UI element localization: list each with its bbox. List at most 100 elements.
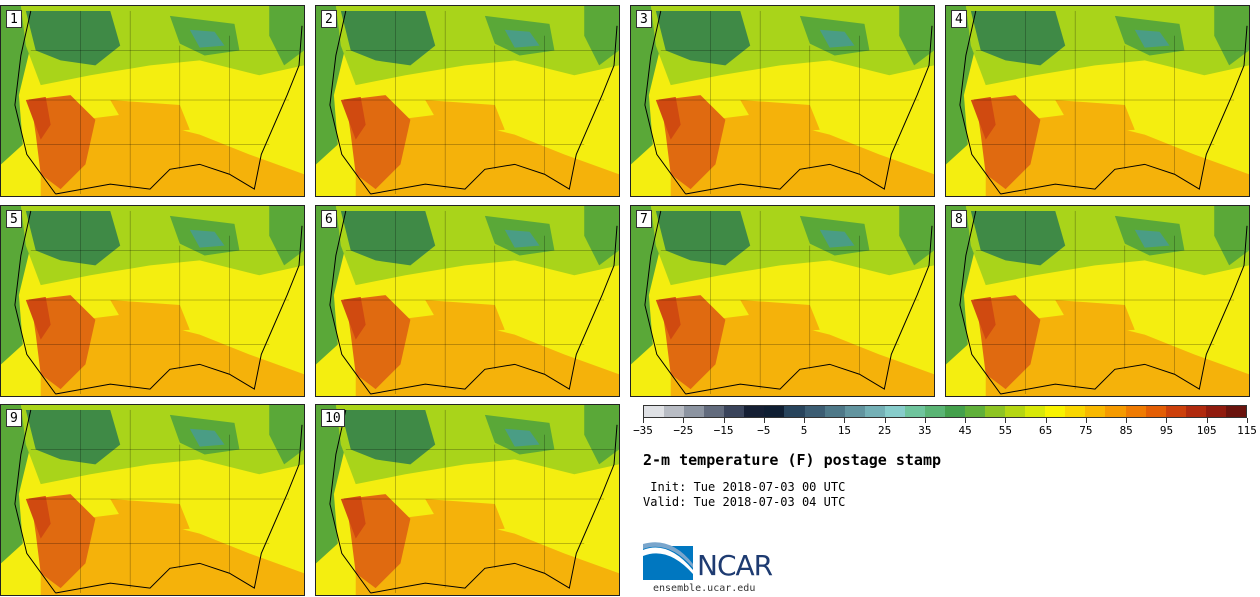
great-lakes	[504, 428, 540, 447]
colorbar-tick	[924, 418, 926, 423]
colorbar-tick-label: 25	[877, 424, 892, 437]
colorbar-cell	[684, 406, 705, 417]
member-label-3: 3	[636, 10, 652, 28]
colorbar-tick-label: 65	[1039, 424, 1053, 437]
stamp-panel-1[interactable]: 1	[0, 5, 305, 197]
colorbar-tick	[1247, 418, 1248, 423]
central-valley-hot-region	[655, 97, 681, 140]
init-time: Init: Tue 2018-07-03 00 UTC	[643, 480, 846, 494]
colorbar-cell	[724, 406, 745, 417]
stamp-panel-6[interactable]: 6	[315, 205, 620, 397]
stamp-panel-8[interactable]: 8	[945, 205, 1250, 397]
colorbar-tick-label: −15	[713, 424, 734, 437]
central-valley-hot-region	[655, 297, 681, 340]
valid-time: Valid: Tue 2018-07-03 04 UTC	[643, 495, 846, 509]
colorbar-tick	[1126, 418, 1128, 423]
colorbar-cell	[1085, 406, 1106, 417]
member-label-9: 9	[6, 409, 22, 427]
colorbar-tick	[723, 418, 725, 423]
rockies-cold-region	[340, 10, 436, 66]
colorbar-cell	[985, 406, 1006, 417]
rockies-cold-region	[25, 210, 121, 266]
colorbar-tick	[1206, 418, 1208, 423]
pacific-cool-region	[946, 6, 986, 165]
stamp-panel-5[interactable]: 5	[0, 205, 305, 397]
colorbar-tick	[844, 418, 846, 423]
temperature-map	[946, 6, 1249, 196]
ncar-logo-text: NCAR	[697, 549, 773, 582]
rockies-cold-region	[340, 210, 436, 266]
rockies-cold-region	[25, 409, 121, 465]
colorbar-cell	[844, 406, 865, 417]
coastline	[644, 210, 933, 395]
temperature-map	[1, 6, 304, 196]
colorbar-tick-label: −35	[633, 424, 653, 437]
stamp-panel-10[interactable]: 10	[315, 404, 620, 596]
central-valley-hot-region	[25, 297, 51, 340]
temperature-map	[316, 6, 619, 196]
state-borders	[340, 10, 615, 195]
central-valley-hot-region	[340, 97, 366, 140]
central-valley-hot-region	[970, 297, 996, 340]
colorbar-cell	[664, 406, 685, 417]
state-borders	[25, 10, 300, 195]
southern-warm-region	[40, 314, 304, 396]
colorbar-tick	[804, 418, 806, 423]
colorbar-cell	[924, 406, 945, 417]
colorbar-tick-label: −5	[757, 424, 771, 437]
member-label-7: 7	[636, 210, 652, 228]
colorbar-tick-label: 95	[1159, 424, 1174, 437]
stamp-panel-2[interactable]: 2	[315, 5, 620, 197]
colorbar-tick-label: 45	[958, 424, 972, 437]
colorbar-tick	[1166, 418, 1168, 423]
colorbar-cell	[1045, 406, 1066, 417]
rockies-cold-region	[25, 10, 121, 66]
state-borders	[970, 210, 1245, 395]
member-label-4: 4	[951, 10, 967, 28]
stamp-panel-4[interactable]: 4	[945, 5, 1250, 197]
southern-warm-region	[670, 114, 934, 196]
colorbar-cell	[904, 406, 925, 417]
state-borders	[655, 210, 930, 395]
colorbar-tick-label: −25	[673, 424, 694, 437]
temperature-colorbar	[643, 405, 1247, 418]
stamp-panel-7[interactable]: 7	[630, 205, 935, 397]
southern-warm-region	[670, 314, 934, 396]
colorbar-cell	[1185, 406, 1206, 417]
colorbar-tick-label: 75	[1079, 424, 1093, 437]
colorbar-cell	[965, 406, 986, 417]
great-lakes	[504, 229, 540, 248]
temperature-map	[1, 206, 304, 396]
colorbar-tick	[643, 418, 644, 423]
colorbar-tick-label: 5	[800, 424, 808, 437]
coastline	[959, 10, 1248, 195]
southern-warm-region	[40, 114, 304, 196]
great-lakes	[189, 428, 225, 447]
southern-warm-region	[985, 114, 1249, 196]
rockies-cold-region	[340, 409, 436, 465]
colorbar-cell	[744, 406, 765, 417]
colorbar-tick-label: 55	[998, 424, 1013, 437]
stamp-panel-9[interactable]: 9	[0, 404, 305, 596]
colorbar-cell	[1105, 406, 1126, 417]
colorbar-tick	[1005, 418, 1007, 423]
colorbar-cell	[884, 406, 905, 417]
colorbar-cell	[1065, 406, 1086, 417]
colorbar-tick-label: 35	[918, 424, 932, 437]
colorbar-tick	[884, 418, 886, 423]
colorbar-cell	[784, 406, 805, 417]
pacific-cool-region	[631, 206, 671, 365]
colorbar-ticks: −35 −25 −15 −5 5 15 25 35 45 55 65 75 85 95 105 115	[633, 418, 1257, 438]
colorbar-tick-label: 105	[1196, 424, 1217, 437]
colorbar-cell	[644, 406, 665, 417]
temperature-map	[316, 206, 619, 396]
state-borders	[25, 210, 300, 395]
rockies-cold-region	[655, 210, 751, 266]
temperature-map	[631, 6, 934, 196]
temperature-map	[316, 405, 619, 595]
stamp-panel-3[interactable]: 3	[630, 5, 935, 197]
colorbar-cell	[824, 406, 845, 417]
central-valley-hot-region	[340, 496, 366, 539]
temperature-map	[631, 206, 934, 396]
southern-warm-region	[355, 114, 619, 196]
